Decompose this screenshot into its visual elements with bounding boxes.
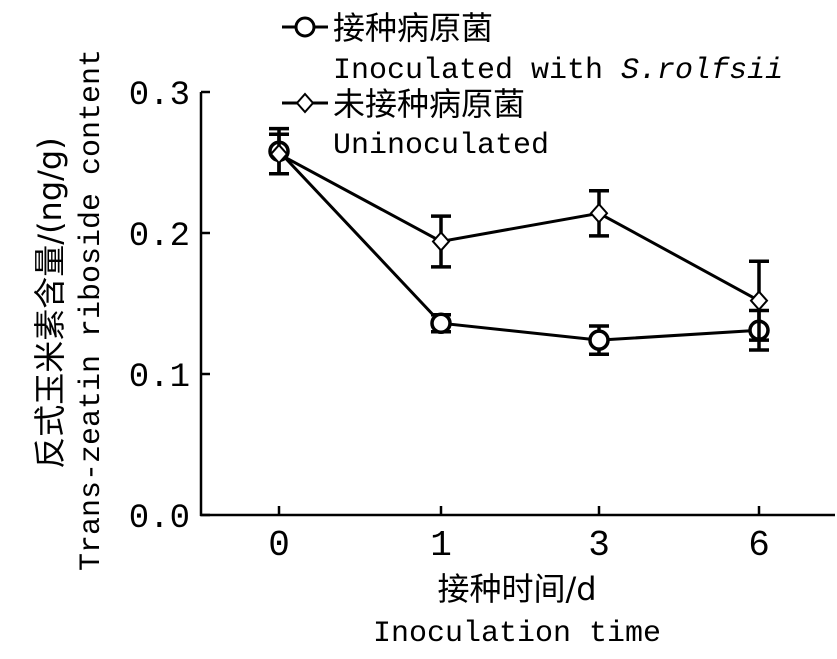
legend-label-inoculated-en-species: S.rolfsii <box>621 54 783 88</box>
legend-label-uninoculated-en: Uninoculated <box>333 129 549 163</box>
series-line <box>278 152 760 302</box>
legend-diamond-marker-icon <box>295 92 315 114</box>
series-layer <box>268 126 770 357</box>
x-tick-label: 1 <box>430 525 452 566</box>
legend-entry-inoculated: 接种病原菌 Inoculated with S.rolfsii <box>282 9 783 88</box>
x-tick-label: 3 <box>588 525 610 566</box>
y-axis-title-en: Trans-zeatin riboside content <box>75 49 109 571</box>
data-point-diamond <box>431 230 451 252</box>
legend-label-inoculated-en: Inoculated with S.rolfsii <box>333 54 783 88</box>
x-tick-label: 0 <box>268 525 290 566</box>
series-1 <box>269 132 769 342</box>
x-tick-group: 0 1 3 6 <box>268 506 770 566</box>
legend-label-inoculated-en-prefix: Inoculated with <box>333 54 621 88</box>
y-tick-group: 0.0 0.1 0.2 0.3 <box>129 77 210 538</box>
series-line <box>277 150 760 342</box>
data-point-diamond <box>269 143 289 165</box>
legend-circle-marker-icon <box>294 16 316 38</box>
x-axis-title-cn: 接种时间/d <box>437 570 596 608</box>
y-tick-label: 0.2 <box>129 218 190 256</box>
y-tick-label: 0.1 <box>129 359 190 397</box>
x-tick-label: 6 <box>748 525 770 566</box>
y-axis-title-cn: 反式玉米素含量/(ng/g) <box>31 137 69 468</box>
y-tick-label: 0.3 <box>129 77 190 115</box>
legend-label-inoculated-cn: 接种病原菌 <box>333 9 493 47</box>
data-point-circle <box>430 312 452 334</box>
y-tick-label: 0.0 <box>129 500 190 538</box>
data-point-diamond <box>749 290 769 312</box>
data-point-diamond <box>589 202 609 224</box>
legend-entry-uninoculated: 未接种病原菌 Uninoculated <box>282 85 549 163</box>
legend: 接种病原菌 Inoculated with S.rolfsii 未接种病原菌 U… <box>282 9 783 163</box>
data-point-circle <box>588 329 610 351</box>
x-axis-title-en: Inoculation time <box>373 617 661 651</box>
legend-label-uninoculated-cn: 未接种病原菌 <box>333 85 525 123</box>
